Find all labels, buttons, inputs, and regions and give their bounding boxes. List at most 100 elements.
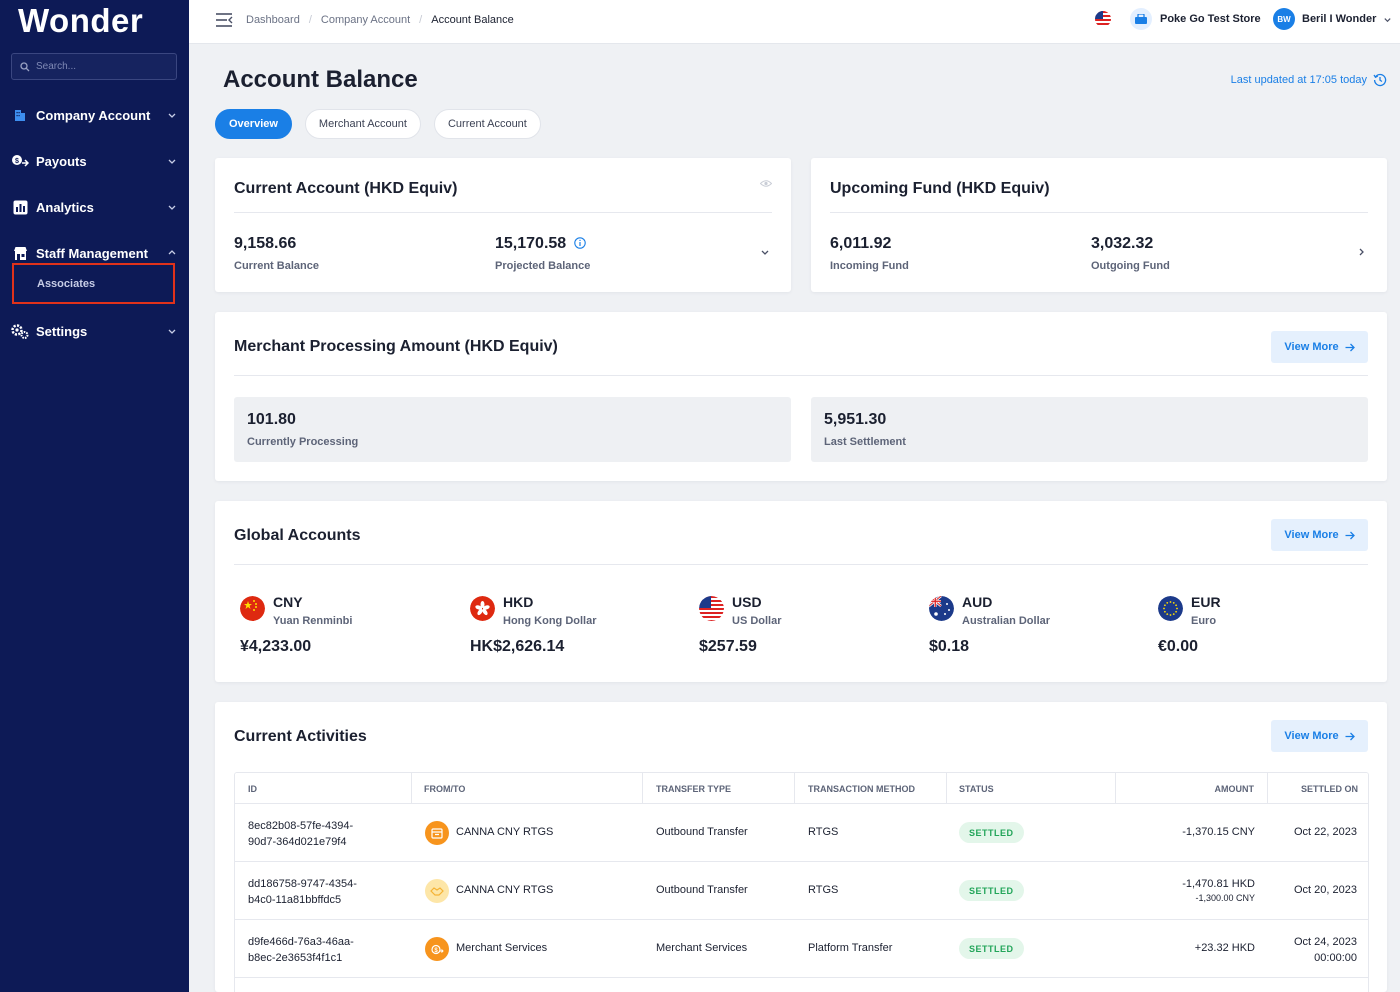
status-badge: SETTLED [959,822,1024,843]
incoming-fund-label: Incoming Fund [830,260,909,272]
currency-name: US Dollar [732,615,782,627]
sidebar-item-payouts[interactable]: $ Payouts [0,143,189,179]
australia-flag-icon [929,596,954,621]
sidebar-item-staff-management[interactable]: Staff Management [0,235,189,271]
refresh-history-icon[interactable] [1373,73,1387,87]
sidebar-item-company-account[interactable]: Company Account [0,97,189,133]
currency-code: CNY [273,594,303,610]
settlement-box: 5,951.30 Last Settlement [811,397,1368,462]
settlement-value: 5,951.30 [824,411,887,428]
svg-text:$: $ [434,948,438,954]
last-updated[interactable]: Last updated at 17:05 today [1231,73,1387,87]
currency-name: Euro [1191,615,1217,627]
projected-balance-value: 15,170.58 [495,235,567,252]
chevron-down-icon [168,205,176,210]
transaction-method: RTGS [808,826,839,838]
transaction-id-line: 8ec82b08-57fe-4394- [248,820,354,832]
view-more-button[interactable]: View More [1271,519,1368,551]
status-badge: SETTLED [959,880,1024,901]
chevron-up-icon [168,250,176,255]
current-balance-value: 9,158.66 [234,235,297,252]
amount: -1,370.15 CNY [1182,826,1255,838]
tab-overview[interactable]: Overview [215,109,292,139]
currency-amount: $0.18 [929,638,970,655]
gears-icon [11,323,29,339]
us-flag-icon [699,596,724,621]
store-selector[interactable]: Poke Go Test Store [1130,8,1261,30]
payouts-icon: $ [11,153,29,169]
user-menu[interactable]: BW Beril I Wonder [1273,8,1392,30]
table-row[interactable]: 8ec82b08-57fe-4394- 90d7-364d021e79f4 CAN… [235,804,1368,862]
transaction-id: dd186758-9747-4354- b4c0-11a81bbffdc5 [248,876,357,908]
chevron-right-icon[interactable] [1356,247,1366,257]
search-icon [20,61,30,71]
column-header-transaction-method[interactable]: TRANSACTION METHOD [795,773,947,804]
current-activities-card: Current Activities View More ID FROM/TO … [215,702,1387,992]
card-title: Merchant Processing Amount (HKD Equiv) [234,338,558,355]
tab-current-account[interactable]: Current Account [433,109,541,139]
column-header-from-to[interactable]: FROM/TO [412,773,643,804]
currency-code: AUD [962,594,993,610]
bar-chart-icon [11,199,29,215]
sidebar-item-analytics[interactable]: Analytics [0,189,189,225]
transaction-method: Platform Transfer [808,942,893,954]
search-box[interactable] [11,53,177,80]
menu-toggle-icon[interactable] [216,12,233,28]
eye-icon[interactable] [760,179,772,188]
transaction-id: 8ec82b08-57fe-4394- 90d7-364d021e79f4 [248,818,353,850]
arrow-right-icon [1345,531,1355,539]
divider [234,375,1368,376]
global-accounts-card: Global Accounts View More CNY Yuan Renmi… [215,501,1387,682]
china-flag-icon [240,596,265,621]
settled-on: Oct 22, 2023 [1294,826,1357,838]
settled-on: Oct 24, 2023 00:00:00 [1294,934,1357,966]
transaction-id-line: b8ec-2e3653f4f1c1 [248,952,343,964]
chevron-down-icon [168,159,176,164]
merchant-services-icon: $ [425,937,449,961]
info-icon[interactable] [574,237,586,249]
us-flag-icon[interactable] [1095,11,1111,27]
amount: +23.32 HKD [1194,942,1255,954]
column-header-transfer-type[interactable]: TRANSFER TYPE [643,773,795,804]
column-header-status[interactable]: STATUS [947,773,1116,804]
currency-amount: €0.00 [1158,638,1199,655]
breadcrumb-dashboard[interactable]: Dashboard [246,14,300,26]
arrow-right-icon [1345,343,1355,351]
transfer-type: Outbound Transfer [656,884,748,896]
column-header-settled-on[interactable]: SETTLED ON [1300,783,1358,794]
sidebar-item-label: Payouts [36,153,87,169]
breadcrumb-company-account[interactable]: Company Account [320,14,411,26]
view-more-button[interactable]: View More [1271,720,1368,752]
view-more-button[interactable]: View More [1271,331,1368,363]
search-input[interactable] [36,61,166,72]
currency-code: EUR [1191,594,1221,610]
transfer-type: Merchant Services [656,942,748,954]
currency-code: HKD [503,594,534,610]
building-icon [11,107,29,123]
last-updated-text: Last updated at 17:05 today [1230,74,1367,86]
table-row[interactable]: d9fe466d-76a3-46aa-b8ec-2e3653f4f1c1 $ M… [235,920,1368,978]
currency-code: USD [732,594,762,610]
currency-name: Yuan Renminbi [273,615,353,627]
sidebar-item-settings[interactable]: Settings [0,313,189,349]
view-more-label: View More [1284,341,1339,353]
processing-box: 101.80 Currently Processing [234,397,791,462]
chevron-down-icon[interactable] [760,247,770,257]
currency-amount: HK$2,626.14 [470,638,565,655]
card-title: Upcoming Fund (HKD Equiv) [830,180,1050,197]
table-row[interactable]: dd186758-9747-4354- b4c0-11a81bbffdc5 CAN… [235,862,1368,920]
sidebar-subitem-associates[interactable]: Associates [12,263,175,304]
chevron-down-icon [168,113,176,118]
tab-merchant-account[interactable]: Merchant Account [304,109,421,139]
settled-on: Oct 20, 2023 [1294,884,1357,896]
currency-amount: $257.59 [699,638,757,655]
incoming-fund-value: 6,011.92 [830,235,892,252]
column-header-id[interactable]: ID [235,773,412,804]
transaction-id-line: 90d7-364d021e79f4 [248,836,347,848]
current-account-card: Current Account (HKD Equiv) 9,158.66 Cur… [215,158,791,292]
settled-date: Oct 24, 2023 [1294,936,1357,948]
column-header-amount[interactable]: AMOUNT [1116,773,1268,804]
table-header: ID FROM/TO TRANSFER TYPE TRANSACTION MET… [235,773,1368,804]
current-balance-label: Current Balance [234,260,319,272]
breadcrumb: Dashboard / Company Account / Account Ba… [246,14,514,26]
